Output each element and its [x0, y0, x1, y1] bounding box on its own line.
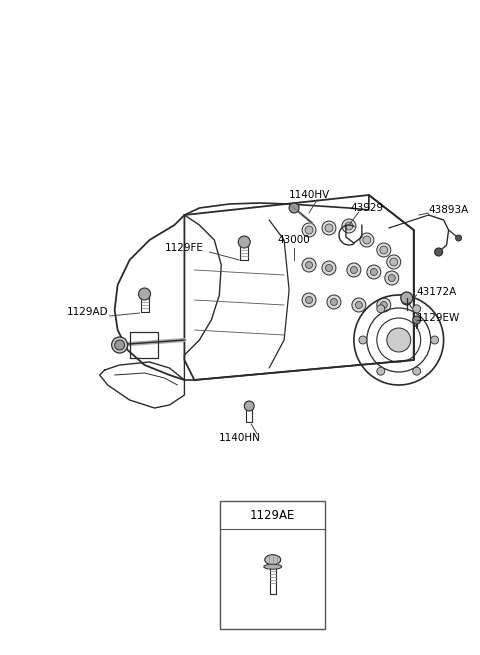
- Circle shape: [355, 301, 362, 309]
- Circle shape: [371, 269, 377, 276]
- Circle shape: [327, 295, 341, 309]
- Circle shape: [387, 255, 401, 269]
- Circle shape: [112, 337, 128, 353]
- Circle shape: [367, 265, 381, 279]
- Circle shape: [380, 301, 387, 309]
- Circle shape: [302, 293, 316, 307]
- Circle shape: [387, 328, 411, 352]
- Circle shape: [322, 221, 336, 235]
- Circle shape: [115, 340, 125, 350]
- Circle shape: [413, 305, 420, 313]
- Circle shape: [244, 401, 254, 411]
- Circle shape: [322, 261, 336, 275]
- Circle shape: [390, 258, 398, 266]
- Circle shape: [380, 246, 388, 254]
- Text: 1140HV: 1140HV: [288, 190, 330, 200]
- Text: 43893A: 43893A: [429, 205, 469, 215]
- Circle shape: [363, 236, 371, 244]
- Circle shape: [325, 265, 333, 272]
- Circle shape: [377, 298, 391, 312]
- Circle shape: [289, 203, 299, 213]
- Text: 1129AE: 1129AE: [250, 509, 295, 521]
- Circle shape: [325, 224, 333, 232]
- Circle shape: [330, 299, 337, 305]
- Circle shape: [401, 292, 413, 304]
- Circle shape: [359, 336, 367, 344]
- Text: 43000: 43000: [278, 235, 311, 245]
- Text: 1129AD: 1129AD: [67, 307, 108, 317]
- Ellipse shape: [264, 564, 282, 569]
- Circle shape: [350, 267, 358, 274]
- Circle shape: [347, 263, 361, 277]
- Circle shape: [302, 258, 316, 272]
- Text: 43929: 43929: [350, 203, 384, 213]
- Circle shape: [306, 297, 312, 303]
- Circle shape: [352, 298, 366, 312]
- Circle shape: [388, 274, 395, 282]
- Circle shape: [305, 226, 313, 234]
- Circle shape: [413, 367, 420, 375]
- Text: 1129EW: 1129EW: [417, 313, 460, 323]
- Circle shape: [377, 367, 385, 375]
- Circle shape: [360, 233, 374, 247]
- Circle shape: [434, 248, 443, 256]
- Text: 1129FE: 1129FE: [165, 243, 204, 253]
- Circle shape: [385, 271, 399, 285]
- Ellipse shape: [265, 555, 281, 565]
- Circle shape: [402, 295, 412, 305]
- Circle shape: [413, 316, 420, 324]
- Circle shape: [377, 243, 391, 257]
- Circle shape: [342, 219, 356, 233]
- Text: 43172A: 43172A: [417, 287, 457, 297]
- Circle shape: [139, 288, 151, 300]
- Circle shape: [431, 336, 439, 344]
- Bar: [220, 501, 325, 629]
- Circle shape: [345, 222, 353, 230]
- Circle shape: [302, 223, 316, 237]
- Text: 1140HN: 1140HN: [218, 433, 260, 443]
- Circle shape: [306, 261, 312, 269]
- Circle shape: [377, 305, 385, 313]
- Circle shape: [456, 235, 462, 241]
- Circle shape: [238, 236, 250, 248]
